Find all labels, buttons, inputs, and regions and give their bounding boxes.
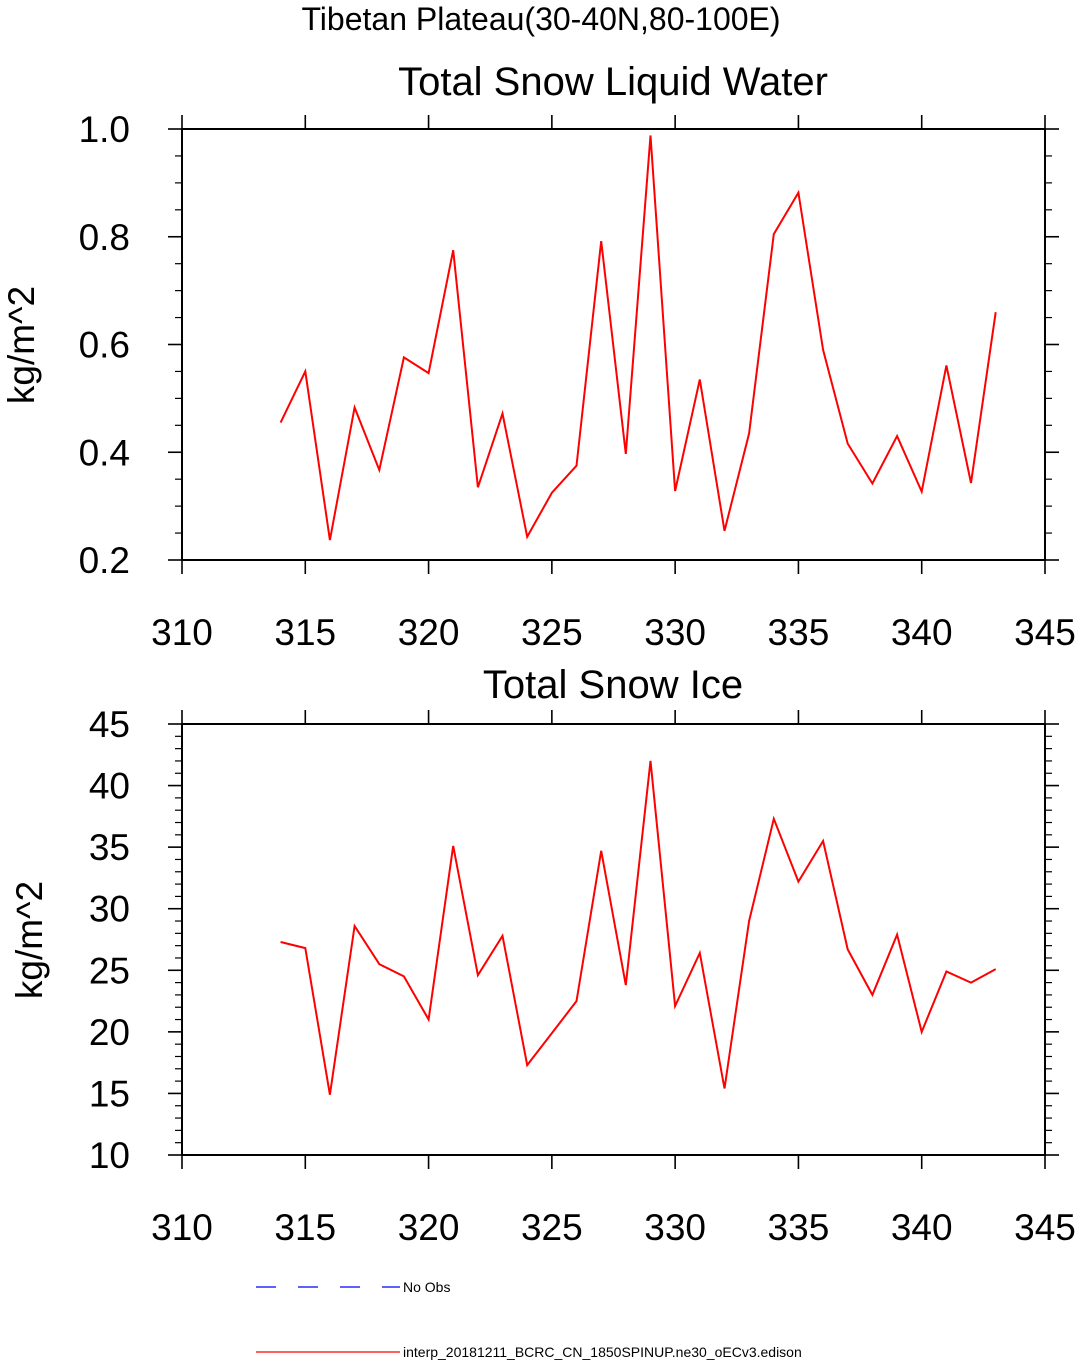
x-tick-label: 325	[521, 612, 583, 653]
y-tick-label: 20	[89, 1012, 130, 1053]
snow-ice-tick-labels: 310 315 320 325 330 335 340 345 10 15 20 25 30 35 40 45	[89, 704, 1076, 1248]
x-tick-label: 330	[644, 1207, 706, 1248]
snow-ice-title: Total Snow Ice	[483, 663, 743, 707]
x-tick-label: 345	[1014, 612, 1076, 653]
x-tick-label: 340	[891, 612, 953, 653]
y-tick-label: 0.4	[79, 432, 130, 473]
y-tick-label: 35	[89, 827, 130, 868]
x-tick-label: 330	[644, 612, 706, 653]
y-tick-label: 45	[89, 704, 130, 745]
liquid-water-panel: Total Snow Liquid Water kg/m^2 310 315 320…	[1, 60, 1076, 653]
liquid-water-tick-labels: 310 315 320 325 330 335 340 345 0.2 0.4 0.6 0.8 1.0	[79, 109, 1076, 653]
x-tick-label: 320	[398, 612, 460, 653]
y-tick-label: 40	[89, 766, 130, 807]
y-tick-label: 10	[89, 1135, 130, 1176]
x-tick-label: 325	[521, 1207, 583, 1248]
y-tick-label: 1.0	[79, 109, 130, 150]
x-tick-label: 315	[274, 612, 336, 653]
liquid-water-ticks	[168, 115, 1059, 574]
x-tick-label: 335	[768, 612, 830, 653]
x-tick-label: 335	[768, 1207, 830, 1248]
snow-ice-panel: Total Snow Ice kg/m^2 310 315 320 325 330 335…	[9, 663, 1076, 1248]
figure-suptitle: Tibetan Plateau(30-40N,80-100E)	[301, 1, 780, 37]
legend-no-obs-label: No Obs	[403, 1279, 450, 1295]
x-tick-label: 340	[891, 1207, 953, 1248]
x-tick-label: 320	[398, 1207, 460, 1248]
y-tick-label: 30	[89, 889, 130, 930]
y-tick-label: 15	[89, 1073, 130, 1114]
liquid-water-series-line	[279, 135, 997, 541]
snow-ice-series-line	[280, 760, 997, 1095]
y-tick-label: 0.6	[79, 325, 130, 366]
legend: No Obs interp_20181211_BCRC_CN_1850SPINU…	[256, 1279, 802, 1360]
liquid-water-plot-frame	[181, 128, 1046, 561]
x-tick-label: 310	[151, 612, 213, 653]
x-tick-label: 310	[151, 1207, 213, 1248]
x-tick-label: 345	[1014, 1207, 1076, 1248]
y-tick-label: 0.2	[79, 540, 130, 581]
x-tick-label: 315	[274, 1207, 336, 1248]
legend-model-label: interp_20181211_BCRC_CN_1850SPINUP.ne30_…	[403, 1344, 802, 1360]
y-tick-label: 0.8	[79, 217, 130, 258]
snow-ice-ticks	[168, 710, 1059, 1169]
snow-ice-ylabel: kg/m^2	[9, 881, 50, 999]
liquid-water-title: Total Snow Liquid Water	[398, 60, 828, 104]
snow-ice-plot-frame	[181, 723, 1046, 1156]
y-tick-label: 25	[89, 950, 130, 991]
liquid-water-ylabel: kg/m^2	[1, 286, 42, 404]
